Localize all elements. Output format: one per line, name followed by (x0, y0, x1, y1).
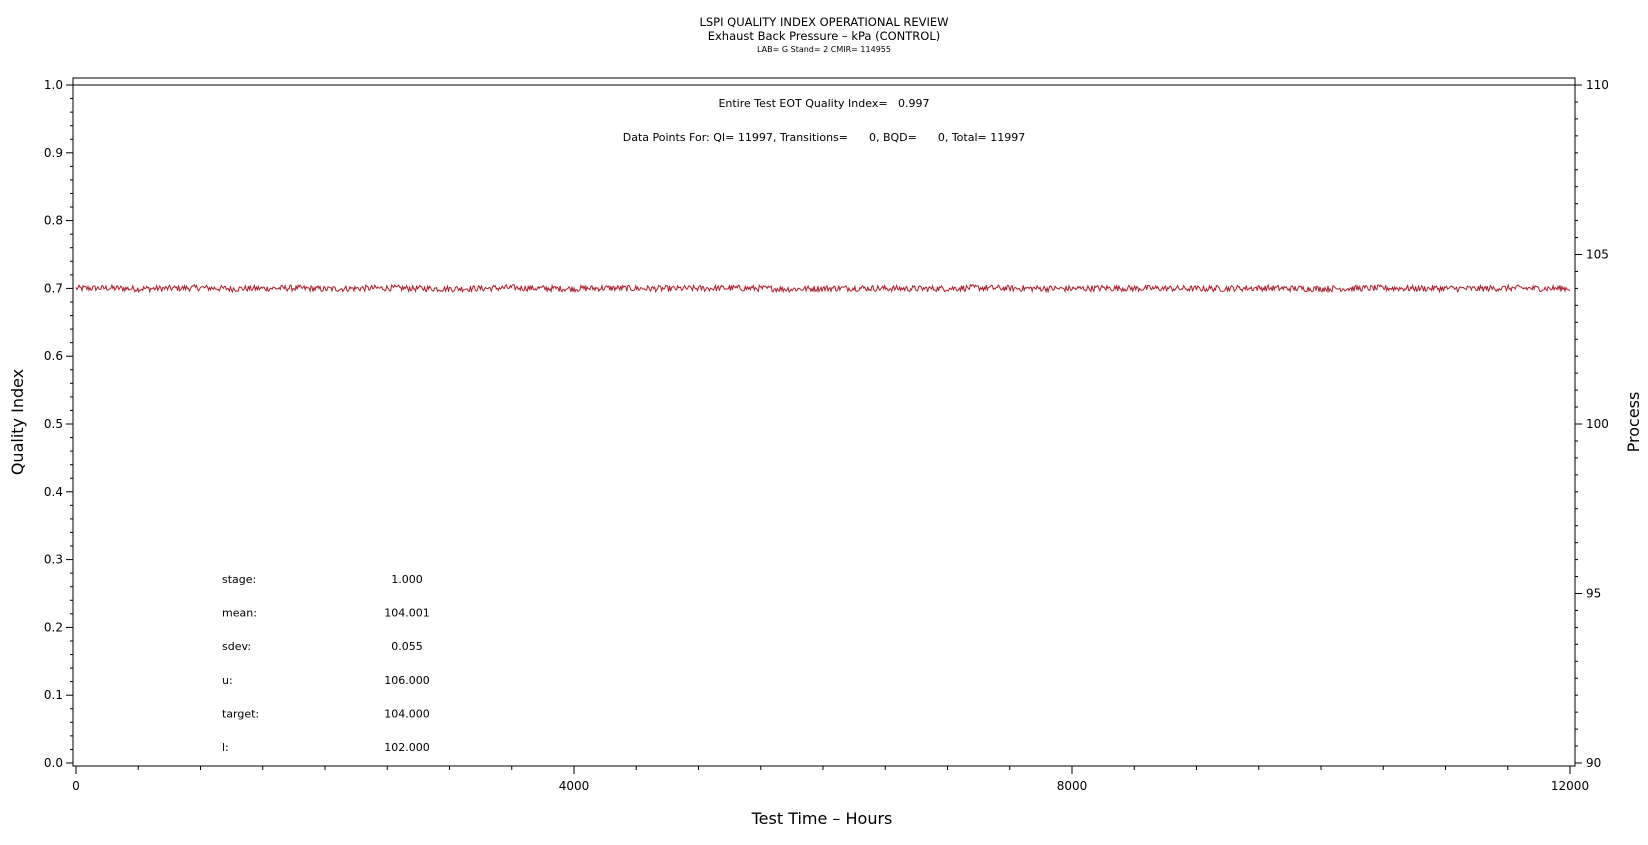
y-tick-label: 0.2 (44, 620, 63, 634)
chart-meta-line: LAB= G Stand= 2 CMIR= 114955 (757, 45, 891, 54)
y-axis-right: 90 95 100 105 110 (1575, 78, 1609, 770)
x-axis-title: Test Time – Hours (751, 809, 893, 828)
y-axis-title: Quality Index (8, 369, 27, 475)
chart-title: LSPI QUALITY INDEX OPERATIONAL REVIEW (699, 15, 948, 29)
y-tick-label: 0.7 (44, 281, 63, 295)
stat-value: 102.000 (384, 741, 430, 754)
y-tick-label: 0.1 (44, 688, 63, 702)
stat-label: mean: (222, 607, 257, 620)
y2-axis-title: Process (1624, 392, 1643, 453)
y-tick-label: 0.3 (44, 553, 63, 567)
eot-quality-annotation: Entire Test EOT Quality Index= 0.997 (718, 97, 929, 110)
stat-label: u: (222, 674, 233, 687)
x-axis: 0 4000 8000 12000 (72, 766, 1589, 793)
y-tick-label: 0.6 (44, 349, 63, 363)
stat-label: l: (222, 741, 229, 754)
plot-frame (72, 77, 1576, 767)
chart-subtitle: Exhaust Back Pressure – kPa (CONTROL) (708, 29, 941, 43)
y-tick-label: 0.9 (44, 146, 63, 160)
x-tick-label: 12000 (1551, 779, 1589, 793)
y2-tick-label: 95 (1586, 587, 1601, 601)
data-points-annotation: Data Points For: QI= 11997, Transitions=… (623, 131, 1025, 144)
y-tick-label: 0.5 (44, 417, 63, 431)
stat-value: 1.000 (391, 573, 423, 586)
stat-value: 104.001 (384, 607, 430, 620)
y-tick-label: 0.8 (44, 214, 63, 228)
stat-value: 104.000 (384, 707, 430, 720)
y-tick-label: 0.0 (44, 756, 63, 770)
y2-tick-label: 90 (1586, 756, 1601, 770)
y2-tick-label: 105 (1586, 248, 1609, 262)
series-line (75, 283, 1571, 294)
y-axis-left: 0.0 0.1 0.2 0.3 0.4 0.5 0.6 0.7 0.8 0.9 1.0 (44, 78, 73, 770)
y-tick-label: 1.0 (44, 78, 63, 92)
x-tick-label: 8000 (1057, 779, 1088, 793)
y2-tick-label: 100 (1586, 417, 1609, 431)
y2-tick-label: 110 (1586, 78, 1609, 92)
stat-label: sdev: (222, 640, 251, 653)
series-layer (75, 283, 1571, 294)
x-tick-label: 0 (72, 779, 80, 793)
stat-label: stage: (222, 573, 256, 586)
stats-block: stage: 1.000 mean: 104.001 sdev: 0.055 u: 106.0… (222, 573, 430, 754)
stat-value: 0.055 (391, 640, 423, 653)
stat-value: 106.000 (384, 674, 430, 687)
x-tick-label: 4000 (559, 779, 590, 793)
y-tick-label: 0.4 (44, 485, 63, 499)
stat-label: target: (222, 707, 259, 720)
